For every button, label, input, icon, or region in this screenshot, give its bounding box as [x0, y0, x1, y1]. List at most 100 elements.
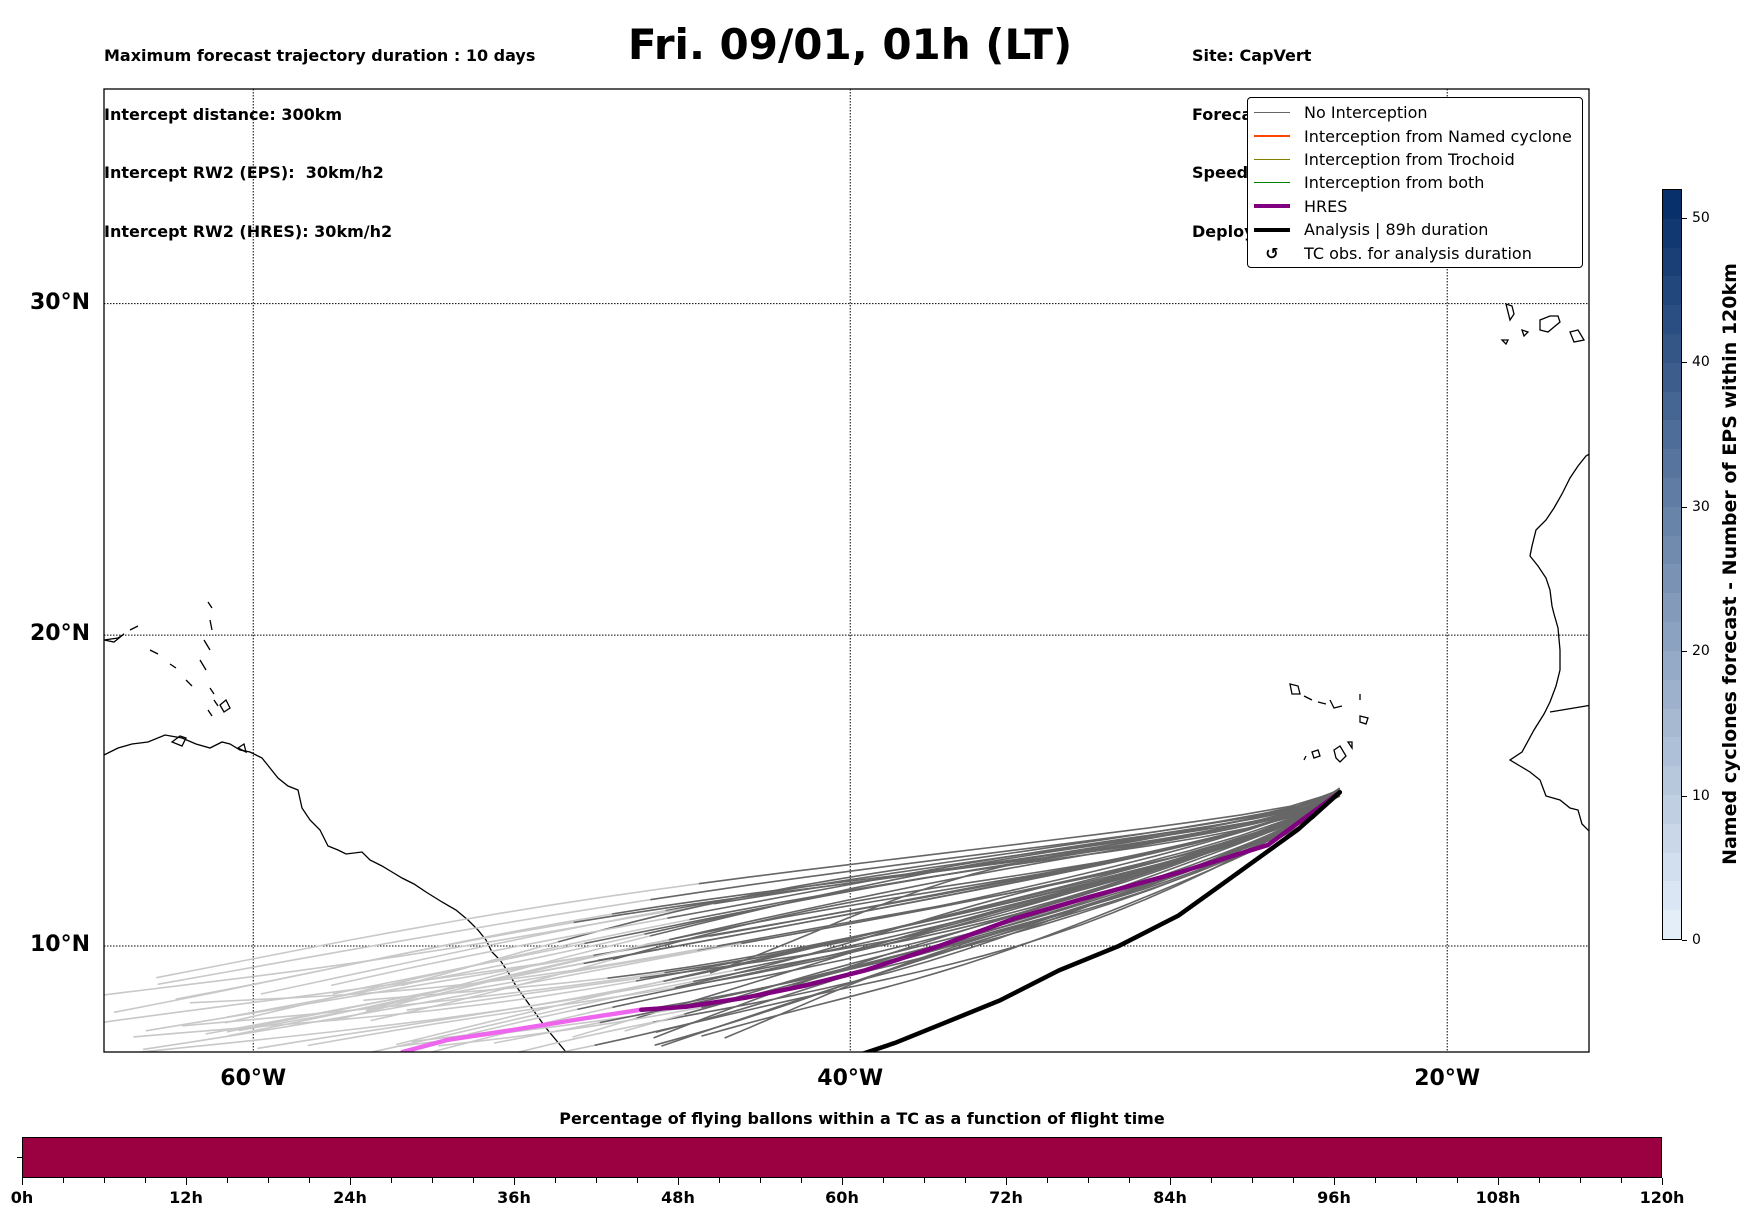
flight-bar-minor-tick: [63, 1178, 64, 1183]
legend-label: No Interception: [1304, 103, 1428, 123]
legend-swatch: [1254, 158, 1290, 161]
ensemble-track-late: [307, 983, 695, 1047]
legend-item-hres: HRES: [1248, 195, 1582, 218]
legend-swatch: [1254, 204, 1290, 209]
colorbar-tick: [1682, 795, 1687, 797]
flight-bar-tick-label: 48h: [661, 1188, 695, 1207]
flight-bar-minor-tick: [1293, 1178, 1294, 1183]
flight-bar-major-tick: [1334, 1178, 1335, 1185]
hres-trajectory: [639, 790, 1343, 1012]
flight-bar-tick-label: 12h: [169, 1188, 203, 1207]
flight-bar-tick-label: 36h: [497, 1188, 531, 1207]
ensemble-track: [698, 790, 1341, 885]
colorbar-segment: [1663, 737, 1681, 767]
ensemble-track-late: [205, 962, 584, 1035]
map-legend: No Interception Interception from Named …: [1247, 97, 1583, 268]
flight-bar-minor-tick: [760, 1178, 761, 1183]
flight-bar-minor-tick: [309, 1178, 310, 1183]
flight-bar-minor-tick: [637, 1178, 638, 1183]
flight-bar-major-tick: [842, 1178, 843, 1185]
lon-label-60w: 60°W: [220, 1066, 287, 1091]
flight-bar-tick-label: 72h: [989, 1188, 1023, 1207]
ensemble-track-late: [561, 1044, 595, 1052]
ensemble-track: [668, 792, 1341, 941]
flight-bar-minor-tick: [268, 1178, 269, 1183]
ensemble-trajectories: [104, 787, 1341, 1052]
colorbar-segment: [1663, 362, 1681, 392]
ensemble-track: [674, 792, 1341, 989]
colorbar-segment: [1663, 679, 1681, 709]
lat-label-20n: 20°N: [30, 621, 91, 647]
tc-symbol-icon: ↺: [1265, 243, 1279, 263]
coast-west-africa: [1508, 453, 1589, 832]
lat-label-30n: 30°N: [30, 289, 91, 315]
legend-swatch: [1254, 112, 1290, 114]
ensemble-track-late: [333, 938, 670, 1022]
ensemble-track: [593, 791, 1341, 957]
flight-bar-minor-tick: [965, 1178, 966, 1183]
legend-item-tc-obs: ↺ TC obs. for analysis duration: [1248, 241, 1582, 264]
legend-item-both: Interception from both: [1248, 171, 1582, 194]
flight-bar-minor-tick: [801, 1178, 802, 1183]
colorbar-segment: [1663, 478, 1681, 507]
ensemble-track-late: [257, 980, 664, 1050]
ensemble-track-late: [157, 898, 651, 986]
flight-bar-major-tick: [1662, 1178, 1663, 1185]
flight-bar-minor-tick: [145, 1178, 146, 1183]
flight-bar-tick-label: 60h: [825, 1188, 859, 1207]
flight-bar-minor-tick: [104, 1178, 105, 1183]
flight-bar-major-tick: [186, 1178, 187, 1185]
legend-label: Interception from both: [1304, 173, 1485, 193]
flight-bar-minor-tick: [1621, 1178, 1622, 1183]
coast-cape-verde-south: [1303, 741, 1353, 763]
flight-bar-major-tick: [678, 1178, 679, 1185]
coast-canary-islands: [1500, 303, 1586, 346]
colorbar-segment: [1663, 852, 1681, 882]
colorbar-segment: [1663, 189, 1681, 219]
flight-bar-tick-label: 96h: [1317, 1188, 1351, 1207]
flight-bar-minor-tick: [555, 1178, 556, 1183]
flight-bar-tick-label: 0h: [10, 1188, 34, 1207]
ensemble-track-late: [515, 1021, 653, 1052]
param-intercept-rw2-hres: Intercept RW2 (HRES): 30km/h2: [104, 221, 393, 241]
colorbar-segment: [1663, 333, 1681, 363]
colorbar-segment: [1663, 708, 1681, 738]
flight-bar-minor-tick: [1375, 1178, 1376, 1183]
legend-item-named-cyclone: Interception from Named cyclone: [1248, 124, 1582, 147]
ensemble-track: [650, 791, 1341, 901]
flight-bar-minor-tick: [1580, 1178, 1581, 1183]
colorbar-tick-label: 0: [1692, 932, 1701, 948]
map-frame: [103, 88, 1590, 1053]
ensemble-track: [741, 791, 1341, 945]
ensemble-track: [663, 794, 1341, 983]
flight-bar-major-tick: [1170, 1178, 1171, 1185]
ensemble-track: [689, 791, 1341, 921]
ensemble-track-late: [142, 942, 742, 1051]
param-intercept-rw2-eps: Intercept RW2 (EPS): 30km/h2: [104, 163, 384, 182]
flight-bar-major-tick: [22, 1178, 23, 1185]
ensemble-track-late: [133, 980, 637, 1038]
flight-bar-y-tick: [17, 1157, 22, 1158]
flight-bar-title: Percentage of flying ballons within a TC…: [559, 1109, 1165, 1128]
ensemble-track-late: [226, 933, 645, 1018]
flight-bar-minor-tick: [1457, 1178, 1458, 1183]
legend-item-trochoid: Interception from Trochoid: [1248, 148, 1582, 171]
colorbar-tick: [1682, 506, 1687, 508]
param-intercept-distance: Intercept distance: 300km: [104, 104, 343, 124]
coast-puerto-rico: [104, 633, 125, 643]
ensemble-track: [583, 791, 1341, 965]
colorbar-segment: [1663, 535, 1681, 565]
colorbar-segment: [1663, 593, 1681, 623]
colorbar-segment: [1663, 564, 1681, 594]
legend-label: Interception from Trochoid: [1304, 149, 1515, 169]
colorbar-tick-label: 40: [1692, 354, 1710, 371]
colorbar-segment: [1663, 910, 1681, 939]
colorbar-segment: [1663, 391, 1681, 421]
flight-bar-minor-tick: [719, 1178, 720, 1183]
colorbar-tick: [1682, 651, 1687, 653]
flight-bar-minor-tick: [391, 1178, 392, 1183]
colorbar-label: Named cyclones forecast - Number of EPS …: [1719, 263, 1741, 865]
legend-swatch: [1254, 135, 1290, 137]
coast-trinidad: [170, 735, 187, 747]
analysis-trajectory: [860, 790, 1343, 1052]
